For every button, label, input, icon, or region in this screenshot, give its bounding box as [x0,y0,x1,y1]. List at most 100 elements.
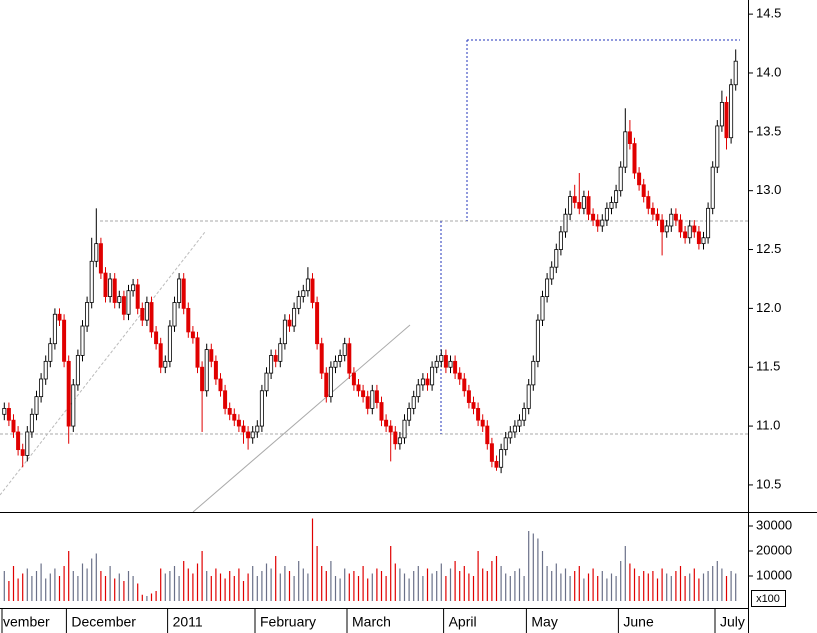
candle-body [278,343,283,362]
candle-body [269,355,274,374]
candle-body [494,460,499,468]
candle-body [356,384,361,392]
candle-body [522,408,527,421]
candle-body [425,378,430,386]
candle-body [466,390,471,403]
y-tick-label: 11.5 [756,359,780,374]
candle-body [724,102,729,139]
candle-body [126,290,131,315]
candle-body [172,302,177,327]
candle-body [75,355,80,386]
candle-body [581,196,586,209]
candle-body [577,202,582,209]
candle-body [655,213,660,221]
candle-body [140,307,145,321]
candle-body [135,284,140,309]
candle-body [664,225,669,233]
candle-body [687,225,692,239]
candle-body [296,296,301,309]
candle-body [39,378,44,398]
candle-body [158,343,163,368]
candle-body [517,419,522,427]
candle-body [149,302,154,333]
x-tick-label: vember [3,614,50,630]
candle-body [319,343,324,374]
candle-body [236,419,241,427]
candle-body [342,343,347,356]
candle-body [678,219,683,233]
candle-body [333,360,338,368]
candle-body [439,355,444,362]
candle-body [338,355,343,362]
candle-body [448,360,453,368]
candle-body [558,231,563,250]
candle-body [25,431,30,456]
candle-body [6,408,11,421]
candle-body [618,166,623,192]
candle-body [591,213,596,221]
x-tick-label: December [71,614,136,630]
candle-body [255,425,260,433]
candle-body [632,143,637,174]
candle-body [163,360,168,368]
candle-body [48,343,53,362]
candle-body [411,396,416,409]
candle-body [250,431,255,439]
candle-body [264,372,269,392]
candle-body [540,296,545,321]
y-tick-label: 12.0 [756,300,781,315]
candle-body [384,419,389,427]
candle-body [388,425,393,433]
candle-body [604,207,609,221]
candle-body [609,202,614,209]
candle-body [379,402,384,421]
volume-unit: x100 [756,593,780,605]
candle-body [719,102,724,127]
candle-body [195,337,200,368]
volume-tick-label: 10000 [756,567,792,582]
candle-body [430,366,435,386]
candle-body [374,390,379,403]
candle-body [305,278,310,292]
candle-body [131,284,136,292]
candle-body [526,384,531,409]
candle-body [471,402,476,409]
candle-body [324,372,329,398]
candle-body [586,196,591,215]
volume-tick-label: 20000 [756,542,792,557]
candle-body [535,319,540,362]
candle-body [393,431,398,445]
candle-body [259,390,264,427]
candle-body [117,296,122,303]
candle-body [683,231,688,239]
candle-body [71,384,76,427]
unit-box [751,590,786,607]
candle-body [213,360,218,380]
candle-body [98,243,103,274]
candle-body [190,331,195,339]
candle-body [282,319,287,345]
y-tick-label: 10.5 [756,476,781,491]
candle-body [351,372,356,386]
candle-body [696,231,701,245]
candle-body [292,307,297,327]
candle-body [462,378,467,392]
trend-line [0,231,206,496]
candle-body [692,225,697,233]
candle-body [85,302,90,327]
candle-body [223,390,228,409]
candle-body [485,425,490,445]
candle-body [733,60,738,86]
candle-body [701,237,706,245]
volume-tick-label: 30000 [756,517,792,532]
candle-body [241,425,246,433]
candle-body [595,219,600,227]
candle-body [167,325,172,362]
trend-line [192,324,411,513]
candle-body [103,272,108,298]
candle-body [315,302,320,345]
candle-body [62,319,67,362]
candle-body [181,278,186,309]
